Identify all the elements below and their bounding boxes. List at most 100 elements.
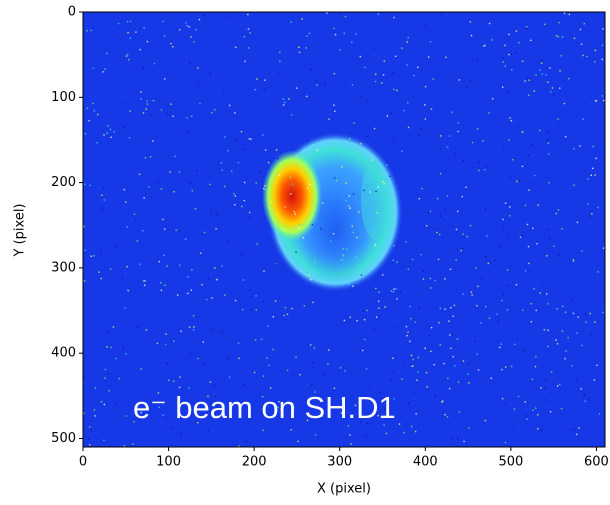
speckle [334, 33, 337, 36]
speckle [414, 321, 416, 323]
plot-frame [82, 11, 606, 448]
speckle [363, 318, 366, 321]
speckle [264, 149, 267, 151]
speckle [440, 135, 442, 137]
speckle [430, 287, 432, 289]
speckle [296, 87, 298, 89]
speckle [184, 238, 187, 240]
speckle [342, 248, 344, 250]
speckle [374, 80, 377, 83]
speckle [297, 440, 299, 443]
speckle [457, 130, 459, 133]
speckle [468, 382, 470, 384]
speckle [556, 343, 559, 345]
speckle [467, 363, 470, 365]
speckle [267, 161, 270, 164]
speckle [481, 278, 483, 280]
speckle [503, 57, 505, 59]
speckle [385, 164, 388, 166]
speckle [333, 72, 336, 75]
speckle [594, 100, 597, 102]
speckle [142, 67, 144, 69]
speckle [259, 170, 261, 173]
speckle [598, 413, 601, 415]
speckle [407, 101, 409, 104]
speckle [164, 416, 167, 419]
speckle [87, 438, 90, 440]
speckle [160, 188, 163, 190]
x-tick-label: 400 [413, 455, 438, 470]
speckle [209, 210, 212, 212]
speckle [443, 362, 445, 365]
speckle [383, 23, 385, 25]
speckle [504, 202, 507, 204]
speckle [244, 60, 246, 63]
speckle [458, 411, 460, 413]
speckle [528, 94, 530, 96]
speckle [211, 297, 213, 299]
speckle [306, 187, 309, 189]
speckle [461, 248, 464, 250]
speckle [306, 35, 308, 37]
speckle [421, 187, 423, 190]
speckle [178, 171, 181, 173]
speckle [115, 246, 117, 248]
speckle [260, 338, 263, 341]
speckle [333, 177, 336, 179]
speckle [586, 178, 589, 180]
speckle [425, 372, 428, 374]
speckle [173, 191, 175, 193]
speckle [191, 190, 193, 192]
speckle [537, 204, 539, 206]
x-tick-label: 100 [156, 455, 181, 470]
speckle [213, 109, 216, 111]
speckle [561, 305, 564, 308]
speckle [403, 431, 405, 434]
speckle [101, 194, 103, 196]
speckle [369, 191, 371, 193]
speckle [309, 183, 311, 186]
speckle [386, 115, 389, 117]
speckle [594, 49, 596, 52]
speckle [373, 127, 376, 130]
speckle [330, 240, 332, 242]
speckle [270, 201, 273, 203]
speckle [536, 243, 538, 245]
speckle [86, 107, 89, 110]
speckle [104, 377, 106, 379]
speckle [515, 30, 518, 32]
speckle [316, 84, 318, 86]
speckle [187, 276, 189, 278]
speckle [109, 268, 112, 270]
speckle [180, 330, 182, 332]
speckle [501, 228, 504, 230]
speckle [396, 326, 399, 329]
speckle [474, 340, 476, 342]
speckle [452, 315, 454, 318]
speckle [483, 45, 485, 47]
speckle [543, 386, 546, 389]
speckle [528, 79, 530, 81]
speckle [324, 83, 326, 86]
speckle [485, 256, 487, 258]
speckle [441, 401, 443, 403]
speckle [92, 102, 94, 105]
speckle [559, 70, 561, 72]
speckle [544, 379, 547, 382]
speckle [328, 349, 330, 351]
speckle [448, 320, 450, 322]
speckle [522, 309, 524, 311]
speckle [413, 74, 415, 77]
speckle [290, 193, 292, 195]
speckle [238, 357, 240, 360]
speckle [362, 349, 364, 352]
speckle [410, 317, 412, 320]
speckle [194, 207, 197, 210]
speckle [266, 357, 268, 359]
speckle [360, 274, 363, 276]
x-tick-label: 600 [584, 455, 609, 470]
speckle [112, 326, 115, 328]
speckle [580, 43, 583, 45]
speckle [508, 53, 510, 56]
speckle [395, 288, 397, 290]
